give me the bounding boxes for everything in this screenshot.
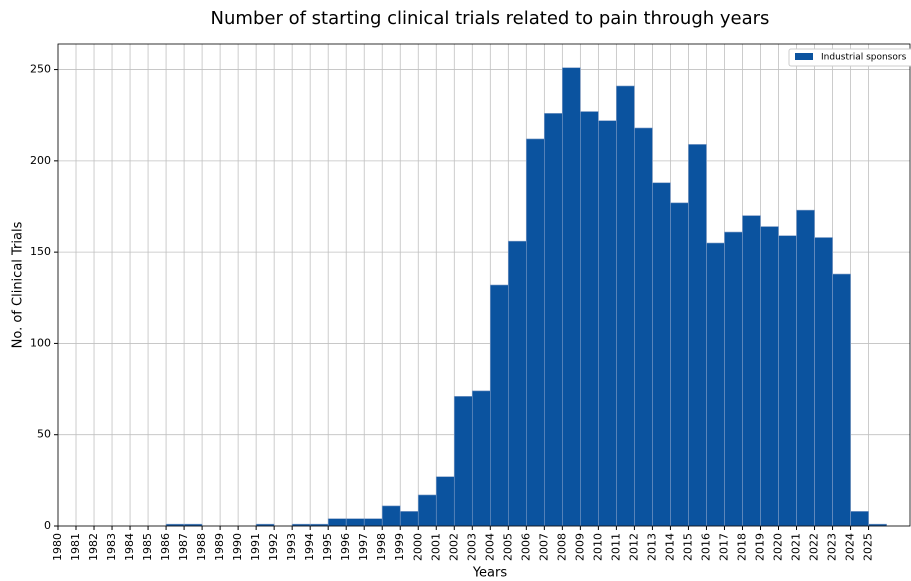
x-tick-label: 2019 (753, 533, 766, 561)
bar (417, 494, 437, 527)
x-tick-label: 1983 (105, 533, 118, 561)
y-tick-label: 50 (37, 428, 51, 441)
bar (796, 209, 815, 527)
x-tick-label: 2022 (808, 533, 821, 561)
legend-swatch (795, 53, 813, 60)
x-tick-label: 2003 (465, 533, 478, 561)
x-tick-label: 1995 (321, 533, 334, 561)
bar (508, 240, 527, 527)
x-tick-label: 2007 (537, 533, 550, 561)
x-tick-label: 2006 (519, 533, 532, 561)
y-tick-label: 0 (44, 519, 51, 532)
x-tick-label: 1996 (339, 533, 352, 561)
bar (544, 113, 563, 527)
x-tick-label: 1998 (375, 533, 388, 561)
bar (453, 396, 473, 527)
bar (832, 273, 851, 527)
x-tick-label: 2020 (772, 533, 785, 561)
bar (724, 231, 743, 527)
x-tick-label: 2021 (790, 533, 803, 561)
x-tick-label: 1985 (141, 533, 154, 561)
bar (399, 511, 419, 527)
x-tick-label: 2011 (609, 533, 622, 561)
x-tick-label: 1997 (357, 533, 370, 561)
y-tick-label: 200 (30, 154, 51, 167)
x-tick-label: 2015 (681, 533, 694, 561)
x-tick-label: 2014 (663, 533, 676, 561)
bar (381, 505, 401, 527)
x-tick-label: 2000 (411, 533, 424, 561)
x-tick-label: 2001 (429, 533, 442, 561)
x-tick-label: 2023 (826, 533, 839, 561)
x-axis-label: Years (472, 566, 508, 581)
x-tick-label: 1988 (195, 533, 208, 561)
chart-title: Number of starting clinical trials relat… (211, 8, 770, 29)
bar (850, 511, 869, 527)
x-tick-label: 2009 (573, 533, 586, 561)
x-tick-label: 2002 (447, 533, 460, 561)
bar (778, 235, 797, 527)
bar (652, 182, 671, 527)
x-tick-label: 1990 (231, 533, 244, 561)
bar (327, 518, 347, 527)
x-tick-label: 1999 (393, 533, 406, 561)
legend-box (788, 48, 911, 67)
bar (814, 237, 833, 527)
bar (634, 127, 653, 527)
x-tick-label: 2010 (591, 533, 604, 561)
x-tick-label: 1994 (303, 533, 316, 561)
x-tick-label: 2013 (645, 533, 658, 561)
x-tick-label: 2016 (699, 533, 712, 561)
bar (345, 518, 365, 527)
x-tick-label: 2012 (627, 533, 640, 561)
legend-label: Industrial sponsors (821, 53, 907, 63)
bar (490, 284, 509, 527)
x-tick-label: 2004 (483, 533, 496, 561)
x-tick-label: 2017 (717, 533, 730, 561)
x-tick-label: 1992 (267, 533, 280, 561)
x-tick-label: 1991 (249, 533, 262, 561)
x-tick-label: 1989 (213, 533, 226, 561)
x-tick-label: 1980 (51, 533, 64, 561)
x-tick-label: 1981 (69, 533, 82, 561)
bar (616, 85, 635, 527)
bar (526, 138, 545, 527)
x-tick-label: 2018 (735, 533, 748, 561)
y-tick-label: 100 (30, 336, 51, 349)
x-tick-label: 2008 (555, 533, 568, 561)
y-tick-label: 250 (30, 63, 51, 76)
bar (471, 390, 491, 527)
plot-frame (57, 43, 911, 527)
x-tick-label: 2005 (501, 533, 514, 561)
x-tick-label: 1993 (285, 533, 298, 561)
bar (363, 518, 383, 527)
bar (742, 215, 761, 527)
y-tick-label: 150 (30, 245, 51, 258)
bar (706, 242, 725, 527)
bar (688, 144, 707, 527)
x-tick-label: 1987 (177, 533, 190, 561)
x-tick-label: 1984 (123, 533, 136, 561)
y-axis-label: No. of Clinical Trials (11, 221, 26, 348)
bar (562, 67, 581, 527)
bar (760, 226, 779, 527)
x-tick-label: 2025 (862, 533, 875, 561)
bar (580, 111, 599, 527)
x-tick-label: 1982 (87, 533, 100, 561)
bar (598, 120, 617, 527)
bar (435, 476, 455, 527)
x-tick-label: 2024 (844, 533, 857, 561)
x-tick-label: 1986 (159, 533, 172, 561)
bar (670, 202, 689, 527)
